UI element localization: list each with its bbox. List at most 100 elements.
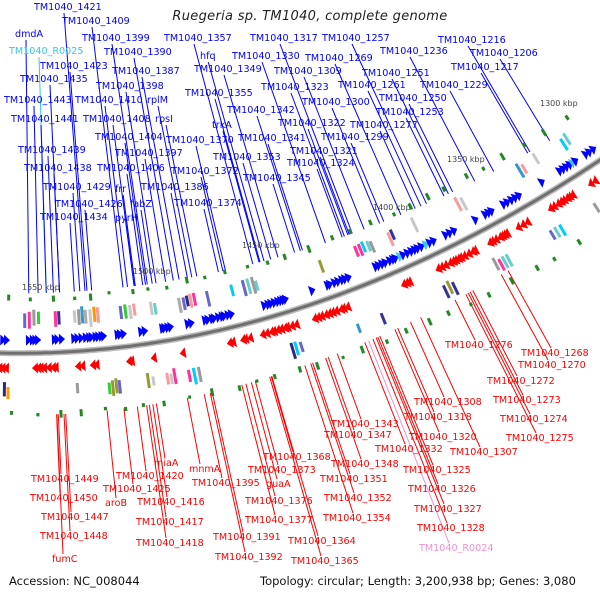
forward-gene-label[interactable]: rpsI: [155, 114, 173, 125]
forward-gene-label[interactable]: TM1040_1269: [305, 53, 373, 64]
forward-gene-label[interactable]: TM1040_1390: [104, 47, 172, 58]
reverse-gene-label[interactable]: miaA: [154, 458, 179, 469]
reverse-gene-label[interactable]: TM1040_R0024: [419, 543, 494, 554]
forward-gene-label[interactable]: TM1040_1398: [96, 81, 164, 92]
forward-gene-label[interactable]: TM1040_1300: [302, 97, 370, 108]
forward-gene-label[interactable]: frr: [115, 184, 127, 195]
reverse-gene-label[interactable]: TM1040_1273: [493, 395, 561, 406]
reverse-gene-label[interactable]: TM1040_1348: [331, 459, 399, 470]
forward-gene-label[interactable]: TM1040_1322: [278, 118, 346, 129]
reverse-gene-label[interactable]: TM1040_1354: [323, 513, 391, 524]
forward-gene-label[interactable]: TM1040_1443: [4, 95, 72, 106]
forward-gene-label[interactable]: TM1040_1217: [451, 62, 519, 73]
reverse-gene-label[interactable]: TM1040_1448: [40, 531, 108, 542]
reverse-gene-label[interactable]: TM1040_1270: [518, 360, 586, 371]
reverse-gene-label[interactable]: TM1040_1325: [403, 465, 471, 476]
forward-gene-label[interactable]: TM1040_1439: [18, 145, 86, 156]
reverse-gene-label[interactable]: TM1040_1420: [116, 471, 184, 482]
forward-gene-label[interactable]: TM1040_1236: [380, 46, 448, 57]
forward-gene-label[interactable]: TM1040_1438: [24, 163, 92, 174]
forward-gene-label[interactable]: TM1040_1321: [290, 146, 358, 157]
forward-gene-label[interactable]: pyrH: [115, 213, 138, 224]
reverse-gene-label[interactable]: TM1040_1416: [137, 497, 205, 508]
forward-gene-label[interactable]: TM1040_1421: [34, 2, 102, 13]
forward-gene-label[interactable]: TM1040_1229: [420, 80, 488, 91]
forward-gene-label[interactable]: hfq: [200, 51, 216, 62]
forward-gene-label[interactable]: TM1040_1409: [62, 16, 130, 27]
forward-gene-label[interactable]: rplM: [147, 95, 168, 106]
reverse-gene-label[interactable]: TM1040_1307: [450, 447, 518, 458]
reverse-gene-label[interactable]: TM1040_1377: [245, 515, 313, 526]
reverse-gene-label[interactable]: TM1040_1418: [136, 538, 204, 549]
forward-gene-label[interactable]: TM1040_1408: [83, 114, 151, 125]
forward-gene-label[interactable]: TM1040_1397: [115, 148, 183, 159]
reverse-gene-label[interactable]: TM1040_1274: [500, 414, 568, 425]
forward-gene-label[interactable]: TM1040_1251: [362, 68, 430, 79]
forward-gene-label[interactable]: TM1040_1353: [213, 152, 281, 163]
forward-gene-label[interactable]: TM1040_1374: [174, 198, 242, 209]
reverse-gene-label[interactable]: TM1040_1352: [324, 493, 392, 504]
forward-gene-label[interactable]: TM1040_1423: [40, 61, 108, 72]
reverse-gene-label[interactable]: TM1040_1365: [291, 556, 359, 567]
reverse-gene-label[interactable]: guaA: [266, 479, 291, 490]
forward-gene-label[interactable]: TM1040_1261: [338, 80, 406, 91]
reverse-gene-label[interactable]: TM1040_1417: [136, 517, 204, 528]
forward-gene-label[interactable]: TM1040_1372: [171, 166, 239, 177]
forward-gene-label[interactable]: TM1040_1342: [227, 105, 295, 116]
forward-gene-label[interactable]: trkA: [212, 120, 232, 131]
forward-gene-label[interactable]: TM1040_1299: [321, 132, 389, 143]
reverse-gene-label[interactable]: fumC: [52, 554, 78, 565]
forward-gene-label[interactable]: TM1040_1434: [40, 212, 108, 223]
reverse-gene-label[interactable]: TM1040_1276: [445, 340, 513, 351]
reverse-gene-label[interactable]: TM1040_1376: [245, 496, 313, 507]
forward-gene-label[interactable]: TM1040_R0025: [9, 46, 84, 57]
forward-gene-label[interactable]: TM1040_1387: [112, 66, 180, 77]
reverse-gene-label[interactable]: TM1040_1328: [417, 523, 485, 534]
reverse-gene-label[interactable]: TM1040_1351: [320, 474, 388, 485]
forward-gene-label[interactable]: TM1040_1386: [141, 182, 209, 193]
reverse-gene-label[interactable]: TM1040_1318: [404, 412, 472, 423]
forward-gene-label[interactable]: TM1040_1324: [287, 158, 355, 169]
forward-gene-label[interactable]: TM1040_1399: [82, 33, 150, 44]
forward-gene-label[interactable]: TM1040_1370: [166, 135, 234, 146]
reverse-gene-label[interactable]: TM1040_1268: [521, 348, 589, 359]
forward-gene-label[interactable]: TM1040_1317: [250, 33, 318, 44]
reverse-gene-label[interactable]: TM1040_1391: [213, 532, 281, 543]
reverse-gene-label[interactable]: TM1040_1327: [414, 504, 482, 515]
reverse-gene-label[interactable]: TM1040_1450: [30, 493, 98, 504]
reverse-gene-label[interactable]: TM1040_1347: [324, 430, 392, 441]
reverse-gene-label[interactable]: TM1040_1395: [192, 478, 260, 489]
forward-gene-label[interactable]: TM1040_1309: [274, 66, 342, 77]
reverse-gene-label[interactable]: TM1040_1343: [331, 419, 399, 430]
reverse-gene-label[interactable]: TM1040_1332: [375, 444, 443, 455]
reverse-gene-label[interactable]: TM1040_1368: [263, 452, 331, 463]
forward-gene-label[interactable]: TM1040_1341: [238, 133, 306, 144]
forward-gene-label[interactable]: TM1040_1330: [232, 51, 300, 62]
forward-gene-label[interactable]: TM1040_1250: [379, 93, 447, 104]
reverse-gene-label[interactable]: TM1040_1275: [506, 433, 574, 444]
reverse-gene-label[interactable]: TM1040_1308: [414, 397, 482, 408]
forward-gene-label[interactable]: TM1040_1323: [261, 82, 329, 93]
forward-gene-label[interactable]: TM1040_1441: [11, 114, 79, 125]
forward-gene-label[interactable]: TM1040_1216: [438, 35, 506, 46]
forward-gene-label[interactable]: TM1040_1435: [20, 74, 88, 85]
forward-gene-label[interactable]: TM1040_1345: [243, 173, 311, 184]
reverse-gene-label[interactable]: TM1040_1447: [41, 512, 109, 523]
forward-gene-label[interactable]: fabZ: [130, 199, 152, 210]
forward-gene-label[interactable]: TM1040_1357: [164, 33, 232, 44]
forward-gene-label[interactable]: TM1040_1429: [43, 182, 111, 193]
reverse-gene-label[interactable]: TM1040_1272: [487, 376, 555, 387]
reverse-gene-label[interactable]: TM1040_1373: [248, 465, 316, 476]
forward-gene-label[interactable]: TM1040_1277: [350, 120, 418, 131]
forward-gene-label[interactable]: TM1040_1257: [322, 33, 390, 44]
reverse-gene-label[interactable]: TM1040_1320: [409, 432, 477, 443]
reverse-gene-label[interactable]: TM1040_1449: [31, 474, 99, 485]
forward-gene-label[interactable]: TM1040_1406: [97, 163, 165, 174]
forward-gene-label[interactable]: TM1040_1253: [376, 107, 444, 118]
reverse-gene-label[interactable]: TM1040_1364: [288, 536, 356, 547]
forward-gene-label[interactable]: TM1040_1410: [75, 95, 143, 106]
forward-gene-label[interactable]: TM1040_1355: [185, 88, 253, 99]
forward-gene-label[interactable]: TM1040_1206: [470, 48, 538, 59]
forward-gene-label[interactable]: TM1040_1349: [194, 64, 262, 75]
reverse-gene-label[interactable]: TM1040_1425: [103, 484, 171, 495]
